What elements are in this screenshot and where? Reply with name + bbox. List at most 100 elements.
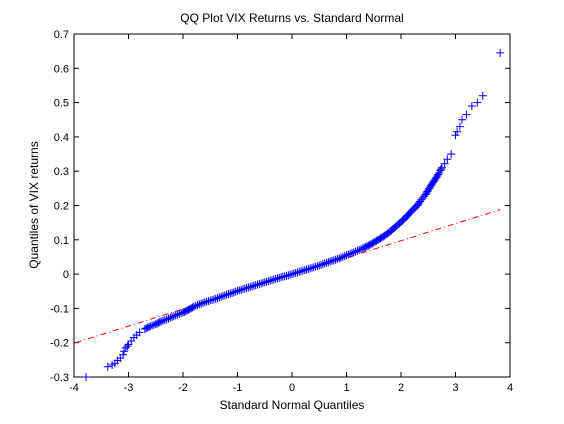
quantile-point-fill	[307, 263, 316, 272]
quantile-point	[195, 300, 204, 309]
quantile-point-fill	[202, 297, 211, 306]
quantile-point-fill	[268, 276, 277, 285]
quantile-point	[162, 315, 171, 324]
quantile-point-fill	[246, 282, 255, 291]
quantile-point-fill	[197, 299, 206, 308]
y-axis-label: Quantiles of VIX returns	[27, 141, 41, 268]
quantile-point-fill	[273, 274, 282, 283]
y-tick-label: 0.3	[54, 166, 69, 178]
quantile-points	[81, 48, 505, 381]
quantile-point-fill	[177, 309, 186, 318]
quantile-point-fill	[318, 260, 327, 269]
quantile-point	[157, 317, 166, 326]
quantile-point	[453, 127, 462, 136]
quantile-point-fill	[193, 301, 202, 310]
quantile-point-fill	[297, 267, 306, 276]
quantile-point-fill	[169, 312, 178, 321]
quantile-point	[222, 290, 231, 299]
quantile-point	[119, 350, 128, 359]
quantile-point	[189, 302, 198, 311]
quantile-point	[437, 163, 446, 172]
quantile-point	[146, 322, 155, 331]
quantile-point	[315, 261, 324, 270]
quantile-point-fill	[295, 267, 304, 276]
quantile-point-fill	[338, 252, 347, 261]
quantile-point	[298, 266, 307, 275]
quantile-point	[81, 373, 90, 381]
quantile-point-fill	[213, 294, 222, 303]
quantile-point	[304, 264, 313, 273]
x-axis-ticks: -4 -3 -2 -1 0 1 2 3 4	[69, 34, 513, 394]
quantile-point-fill	[291, 268, 300, 277]
y-tick-label: 0.2	[54, 201, 69, 213]
x-tick-label: -1	[233, 382, 243, 394]
quantile-point	[443, 155, 452, 164]
quantile-point-fill	[198, 298, 207, 307]
quantile-point	[440, 159, 449, 168]
quantile-point-fill	[209, 295, 218, 304]
quantile-point-fill	[357, 245, 366, 254]
quantile-point	[496, 48, 505, 57]
quantile-point-fill	[175, 309, 184, 318]
quantile-point	[228, 288, 237, 297]
quantile-point	[293, 268, 302, 277]
quantile-point	[451, 131, 460, 140]
quantile-point	[260, 278, 269, 287]
quantile-point	[173, 310, 182, 319]
quantile-point-fill	[253, 280, 262, 289]
quantile-point-fill	[218, 292, 227, 301]
quantile-point-fill	[344, 250, 353, 259]
y-tick-label: 0.7	[54, 29, 69, 41]
y-tick-label: -0.1	[50, 303, 69, 315]
quantile-point-fill	[160, 316, 169, 325]
quantile-point-fill	[284, 271, 293, 280]
quantile-point-fill	[237, 285, 246, 294]
quantile-point-fill	[164, 314, 173, 323]
quantile-point	[455, 122, 464, 131]
quantile-point-fill	[159, 316, 168, 325]
quantile-point	[447, 150, 456, 159]
quantile-point-fill	[231, 287, 240, 296]
quantile-point-fill	[322, 258, 331, 267]
quantile-point-fill	[437, 165, 446, 174]
quantile-point-fill	[306, 264, 315, 273]
quantile-point-fill	[215, 293, 224, 302]
quantile-point	[473, 98, 482, 107]
plot-area	[73, 33, 511, 378]
quantile-point-fill	[235, 286, 244, 295]
quantile-point-fill	[313, 262, 322, 271]
y-tick-label: -0.3	[50, 372, 69, 384]
quantile-point-fill	[351, 247, 360, 256]
quantile-point-fill	[289, 269, 298, 278]
quantile-point-fill	[229, 288, 238, 297]
quantile-point	[326, 257, 335, 266]
quantile-point	[288, 270, 296, 279]
quantile-point	[353, 246, 362, 255]
x-tick-label: 2	[398, 382, 404, 394]
quantile-point-fill	[188, 303, 197, 312]
quantile-point	[168, 312, 177, 321]
quantile-point	[320, 259, 329, 268]
quantile-point-fill	[191, 301, 200, 310]
quantile-point-fill	[275, 273, 284, 282]
quantile-point-fill	[324, 258, 333, 267]
x-tick-label: -4	[69, 382, 79, 394]
quantile-point	[200, 298, 209, 307]
quantile-point	[282, 271, 291, 280]
quantile-point-fill	[346, 249, 355, 258]
quantile-point-fill	[226, 289, 235, 298]
y-tick-label: -0.2	[50, 338, 69, 350]
quantile-point-fill	[257, 279, 266, 288]
quantile-point-fill	[171, 311, 180, 320]
quantile-point	[266, 276, 275, 285]
quantile-point-fill	[327, 256, 336, 265]
quantile-point-fill	[144, 322, 153, 331]
y-tick-label: 0.5	[54, 98, 69, 110]
x-tick-label: -3	[124, 382, 134, 394]
x-axis-label: Standard Normal Quantiles	[220, 398, 365, 412]
quantile-point	[123, 342, 132, 351]
x-tick-label: 1	[343, 382, 349, 394]
quantile-point	[211, 294, 220, 303]
quantile-point	[271, 274, 280, 283]
quantile-point	[120, 347, 129, 356]
